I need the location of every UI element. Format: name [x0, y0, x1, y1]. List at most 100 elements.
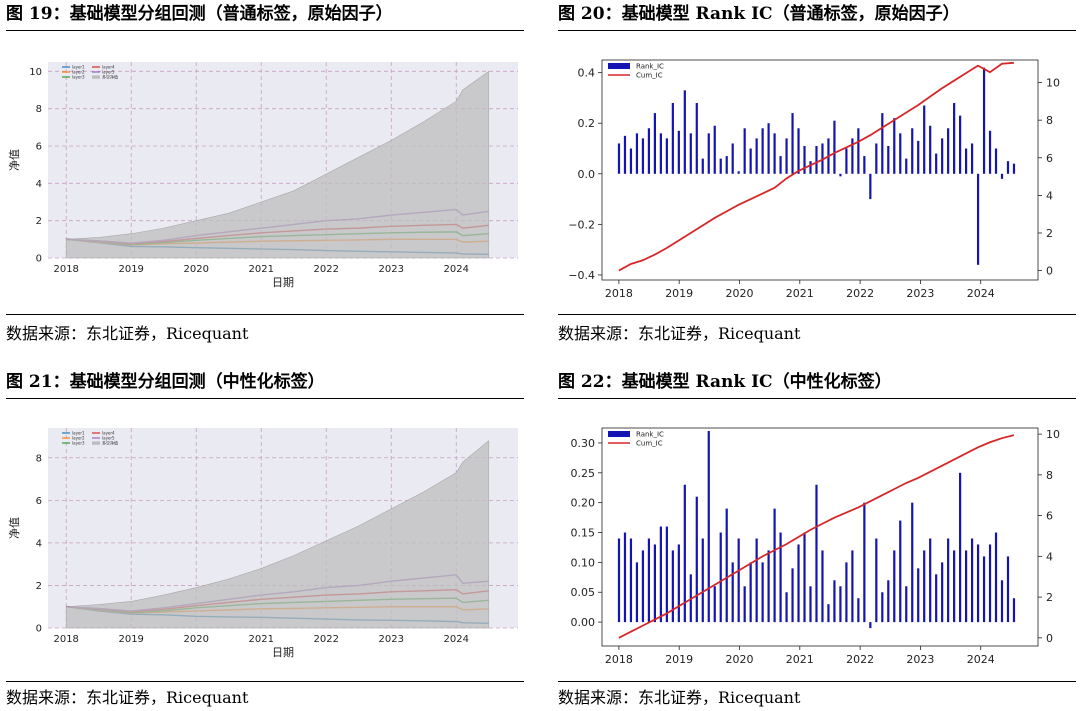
ic-bar — [899, 520, 902, 623]
x-tick-label: 2018 — [53, 264, 78, 275]
ic-bar — [917, 140, 920, 174]
ic-bar — [773, 508, 776, 623]
figure-21-top-rule — [6, 398, 524, 399]
legend-label-2: layer3 — [72, 441, 85, 446]
y-tick-label: 10 — [29, 67, 42, 78]
right-tick-label: 2 — [1046, 227, 1053, 240]
figure-21-bottom-rule — [6, 681, 524, 682]
ic-bar — [965, 550, 968, 623]
ic-bar — [839, 173, 842, 177]
ic-bar — [833, 580, 836, 623]
ic-bar — [665, 138, 668, 174]
ic-bar — [827, 604, 830, 623]
ic-bar — [773, 133, 776, 174]
ic-bar — [749, 562, 752, 623]
legend-label-0: layer1 — [72, 431, 85, 436]
x-tick-label: 2024 — [967, 287, 995, 300]
y-tick-label: 0 — [36, 624, 42, 635]
ic-bar — [970, 538, 974, 623]
ic-bar — [923, 550, 926, 623]
x-tick-label: 2023 — [906, 287, 934, 300]
figure-22-bottom-rule — [558, 681, 1076, 682]
x-axis-label: 日期 — [272, 646, 294, 659]
x-tick-label: 2021 — [248, 264, 273, 275]
legend-swatch-rank-ic — [608, 63, 630, 69]
right-tick-label: 0 — [1046, 632, 1053, 645]
left-tick-label: 0.20 — [571, 497, 596, 510]
ic-bar — [947, 128, 950, 174]
figure-19-top-rule — [6, 30, 524, 31]
ic-bar — [677, 544, 680, 623]
ic-bar — [887, 145, 890, 174]
y-tick-label: 8 — [36, 104, 42, 115]
figure-19-bottom-rule — [6, 314, 524, 315]
x-tick-label: 2024 — [967, 653, 995, 666]
left-tick-label: 0.05 — [571, 586, 596, 599]
right-tick-label: 6 — [1046, 510, 1053, 523]
cum-ic-line — [618, 61, 1014, 272]
ic-bar — [887, 580, 890, 623]
ic-bar — [737, 538, 740, 623]
ic-bar — [1000, 173, 1004, 179]
ic-bar — [1000, 580, 1004, 623]
ic-bar — [761, 562, 764, 623]
ic-bar — [923, 105, 926, 174]
y-tick-label: 6 — [36, 496, 42, 507]
x-axis-label: 日期 — [272, 276, 294, 289]
ic-bar — [683, 90, 686, 174]
x-tick-label: 2019 — [665, 287, 693, 300]
ic-bar — [635, 133, 639, 174]
figure-20-rank-ic-chart: 2018 2019 2020 2021 2022 2023 2024 −0.4 −0.2 0.0 0… — [568, 59, 1060, 300]
ic-bar — [779, 532, 782, 623]
ic-bar — [875, 143, 878, 174]
ic-bar — [671, 102, 674, 174]
y-axis-label: 净值 — [7, 149, 21, 171]
right-tick-label: 6 — [1046, 152, 1053, 165]
ic-bar — [653, 113, 656, 174]
right-tick-label: 10 — [1046, 77, 1060, 90]
y-tick-label: 8 — [36, 453, 42, 464]
ic-bar — [707, 430, 710, 623]
ic-bar — [905, 158, 908, 174]
ic-bar — [917, 568, 920, 623]
ic-bar — [641, 550, 645, 623]
left-tick-label: 0.0 — [578, 168, 596, 181]
y-tick-label: 4 — [36, 179, 42, 190]
ic-bar — [749, 148, 752, 174]
ic-bar — [851, 550, 854, 623]
legend-swatch-5 — [92, 75, 100, 79]
x-tick-label: 2021 — [248, 634, 273, 645]
y-tick-label: 2 — [36, 581, 42, 592]
ic-bar — [803, 145, 806, 174]
legend-label-cum-ic: Cum_IC — [636, 72, 663, 80]
figure-19-source: 数据来源：东北证券，Ricequant — [6, 324, 249, 343]
ic-bar — [1012, 598, 1016, 623]
ic-bar — [929, 538, 932, 623]
figure-22-rank-ic-chart: 2018 2019 2020 2021 2022 2023 2024 0.00 0.05 0.10… — [571, 427, 1060, 666]
x-tick-label: 2018 — [605, 287, 633, 300]
y-tick-label: 4 — [36, 538, 42, 549]
ic-bar — [947, 538, 950, 623]
ic-bar — [875, 538, 878, 623]
x-tick-label: 2022 — [314, 634, 339, 645]
ic-bar — [731, 562, 734, 623]
ic-bar — [677, 130, 680, 174]
ic-bar — [833, 120, 836, 174]
y-tick-label: 6 — [36, 142, 42, 153]
ic-bar — [701, 538, 704, 623]
ic-bar — [743, 128, 746, 174]
figure-21-group-backtest-chart: 2018 2019 2020 2021 2022 2023 2024 0 2 4 6 8 日期 净值 lay… — [7, 428, 518, 659]
ic-bar — [713, 125, 716, 174]
ic-bar — [988, 544, 992, 623]
legend-label-1: layer2 — [72, 436, 85, 441]
x-tick-label: 2022 — [846, 653, 874, 666]
ic-bar — [641, 138, 645, 174]
legend-label-3: layer4 — [102, 431, 115, 436]
ic-bar — [647, 128, 651, 174]
ic-bar — [779, 156, 782, 174]
ic-bar — [935, 574, 938, 623]
figure-22-title: 图 22：基础模型 Rank IC（中性化标签） — [558, 372, 892, 392]
ic-bar — [994, 532, 998, 623]
ic-bar — [1006, 556, 1010, 623]
ic-bar — [905, 586, 908, 623]
